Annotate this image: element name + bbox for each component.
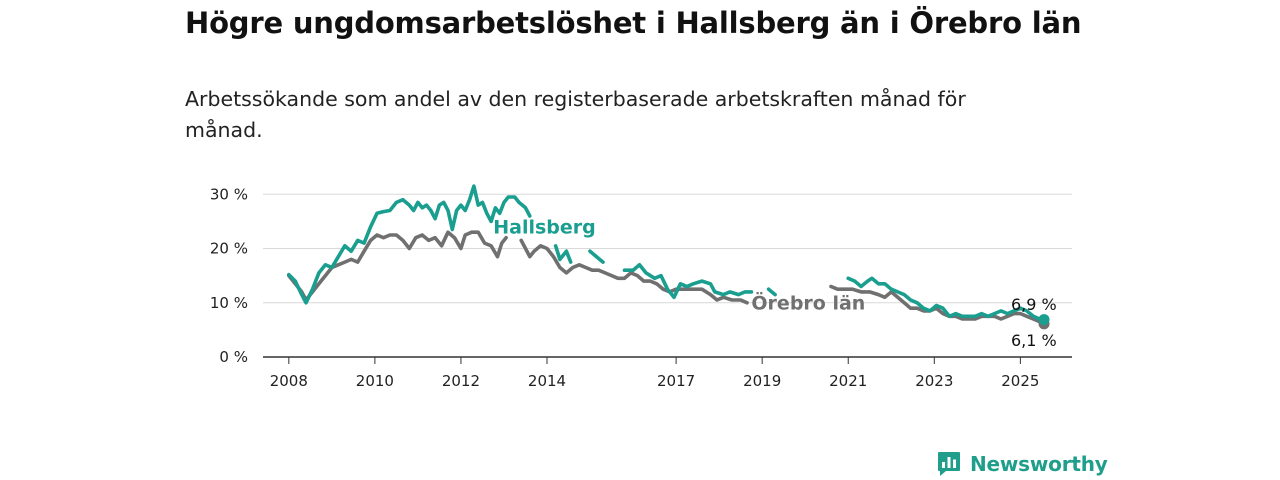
end-value-label-orebro-lan: 6,1 %: [1011, 331, 1057, 350]
x-tick-label: 2014: [528, 372, 566, 390]
end-value-label-hallsberg: 6,9 %: [1011, 295, 1057, 314]
series-label-orebro-lan: Örebro län: [751, 290, 865, 314]
labels: Hallsberg Örebro län 6,9 % 6,1 %: [493, 216, 1057, 350]
x-tick-label: 2023: [915, 372, 953, 390]
newsworthy-logo: Newsworthy: [937, 449, 1108, 479]
page-subtitle: Arbetssökande som andel av den registerb…: [185, 87, 966, 142]
grid-lines: [263, 193, 1072, 304]
bar-chart-icon: [938, 452, 960, 476]
series-label-hallsberg: Hallsberg: [493, 216, 596, 238]
x-tick-label: 2021: [829, 372, 867, 390]
axes: 0 % 10 % 20 % 30 % 2008 2010 2012 2014 2017 2019 2…: [210, 185, 1072, 390]
x-tick-label: 2010: [356, 372, 394, 390]
brand-name: Newsworthy: [970, 452, 1108, 476]
y-tick-label: 20 %: [210, 240, 248, 258]
y-tick-label: 30 %: [210, 185, 248, 203]
x-tick-label: 2008: [270, 372, 308, 390]
series-line-orebro-lan: [287, 230, 1046, 326]
series-end-marker-hallsberg: [1038, 314, 1050, 326]
x-tick-label: 2025: [1001, 372, 1039, 390]
y-tick-label: 10 %: [210, 294, 248, 312]
x-tick-label: 2019: [743, 372, 781, 390]
x-tick-label: 2017: [657, 372, 695, 390]
x-tick-label: 2012: [442, 372, 480, 390]
y-tick-label: 0 %: [219, 348, 248, 366]
series-line-hallsberg: [287, 184, 1046, 322]
page-title: Högre ungdomsarbetslöshet i Hallsberg än…: [185, 6, 1082, 40]
series-lines: [287, 184, 1050, 330]
